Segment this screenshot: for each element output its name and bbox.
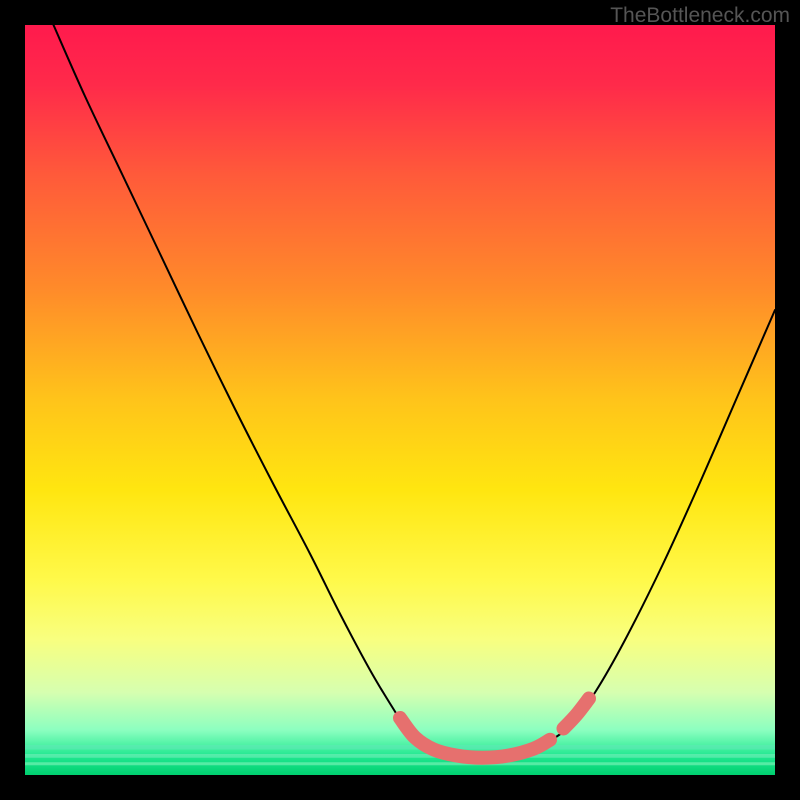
chart-frame: TheBottleneck.com bbox=[0, 0, 800, 800]
bottleneck-curve-chart bbox=[0, 0, 800, 800]
gradient-background bbox=[25, 25, 775, 775]
gradient-band bbox=[25, 745, 775, 750]
gradient-band bbox=[25, 754, 775, 758]
watermark-text: TheBottleneck.com bbox=[610, 4, 790, 28]
gradient-band bbox=[25, 762, 775, 765]
